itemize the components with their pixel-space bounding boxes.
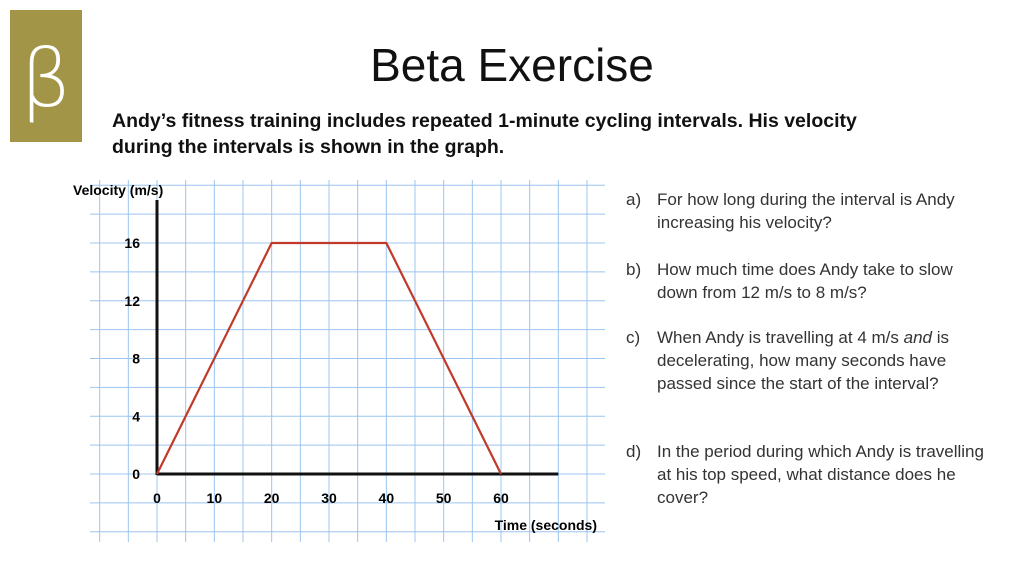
question-label: c) <box>626 328 641 347</box>
question-label: b) <box>626 260 642 279</box>
y-tick-label: 4 <box>132 408 140 424</box>
x-tick-label: 50 <box>436 490 452 506</box>
question-text: For how long during the interval is Andy… <box>657 190 955 232</box>
x-tick-label: 30 <box>321 490 337 506</box>
x-tick-label: 60 <box>493 490 509 506</box>
velocity-line <box>156 241 502 475</box>
x-tick-label: 20 <box>264 490 280 506</box>
x-tick-label: 0 <box>153 490 161 506</box>
velocity-time-graph: 0 10 20 30 40 50 60 0 4 8 12 16 Velocity (m/s) Time (… <box>73 180 605 542</box>
y-tick-label: 16 <box>124 235 140 251</box>
question-label: a) <box>626 190 642 209</box>
x-tick-label: 10 <box>207 490 223 506</box>
x-tick-label: 40 <box>379 490 395 506</box>
beta-symbol: β <box>20 32 72 125</box>
y-tick-label: 0 <box>132 466 140 482</box>
question-text: In the period during which Andy is trave… <box>657 442 984 507</box>
page-title: Beta Exercise <box>370 39 654 91</box>
question-text: How much time does Andy take to slow dow… <box>657 260 953 302</box>
intro-text: Andy’s fitness training includes repeate… <box>112 110 857 158</box>
y-axis-label: Velocity (m/s) <box>73 182 163 198</box>
y-tick-label: 8 <box>132 351 140 367</box>
x-axis-label: Time (seconds) <box>495 517 597 533</box>
question-text: When Andy is travelling at 4 m/s and is … <box>657 328 949 393</box>
beta-logo: β <box>10 10 82 142</box>
y-tick-label: 12 <box>124 293 140 309</box>
question-label: d) <box>626 442 642 461</box>
